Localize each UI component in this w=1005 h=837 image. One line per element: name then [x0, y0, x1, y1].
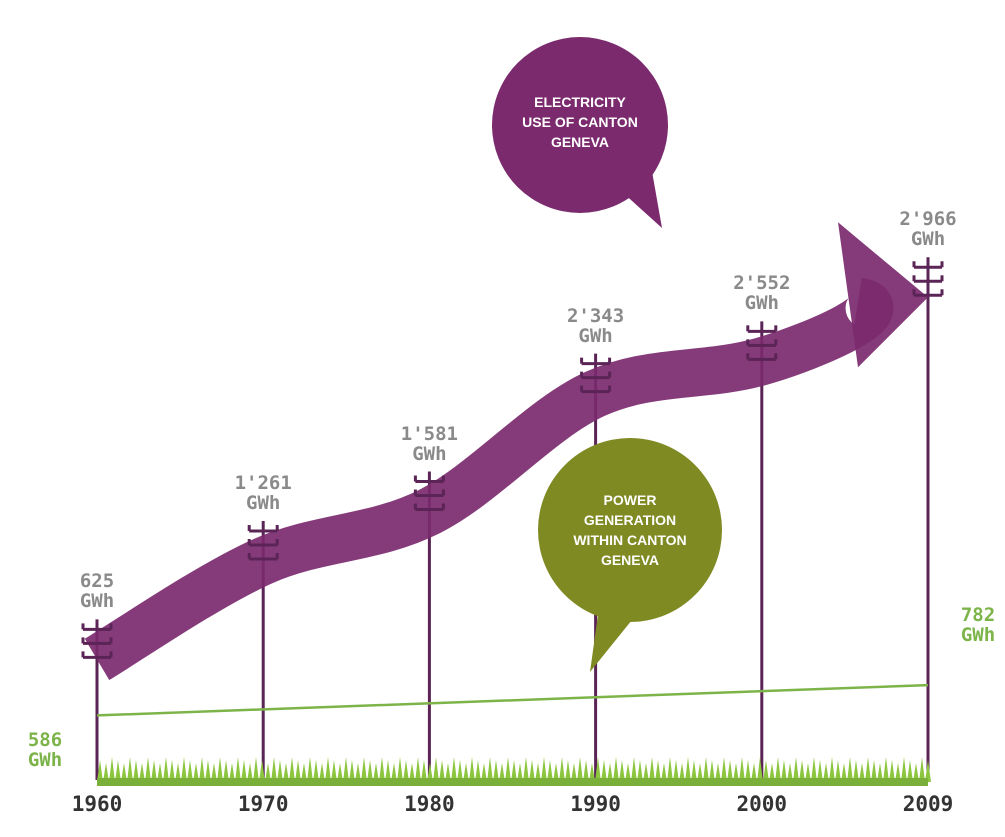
x-tick-label: 2009: [902, 792, 954, 816]
value-label: 2'552 GWh: [733, 272, 791, 315]
value-label: 1'581 GWh: [400, 422, 458, 465]
value-label: 625 GWh: [79, 570, 115, 613]
legend-label: ELECTRICITY USE OF CANTON GENEVA: [522, 94, 638, 150]
x-tick-label: 1960: [71, 792, 123, 816]
x-tick-label: 1970: [237, 792, 289, 816]
arrow-head: [838, 222, 928, 368]
arrow-body: [84, 277, 894, 681]
value-label: 586 GWh: [27, 729, 63, 772]
bubble: [538, 438, 722, 622]
value-label: 2'343 GWh: [566, 304, 625, 347]
x-tick-label: 1980: [404, 792, 455, 816]
bubble-tail: [620, 160, 662, 228]
ground: [97, 778, 928, 786]
pylon: [580, 357, 612, 394]
legend-label: POWER GENERATION WITHIN CANTON GENEVA: [573, 492, 687, 568]
pylon: [81, 623, 113, 659]
bubble: [492, 37, 668, 213]
generation-line: [96, 683, 929, 717]
value-label: 782 GWh: [960, 604, 996, 647]
value-label: 1'261 GWh: [234, 472, 292, 515]
x-tick-label: 1990: [570, 792, 621, 816]
x-tick-label: 2000: [736, 792, 788, 816]
pylon: [413, 475, 445, 512]
grass: [97, 757, 931, 782]
bubble-tail: [590, 600, 640, 672]
pylon: [746, 325, 778, 361]
pylon: [912, 261, 944, 297]
pylon: [247, 525, 279, 561]
value-label: 2'966 GWh: [899, 208, 957, 251]
